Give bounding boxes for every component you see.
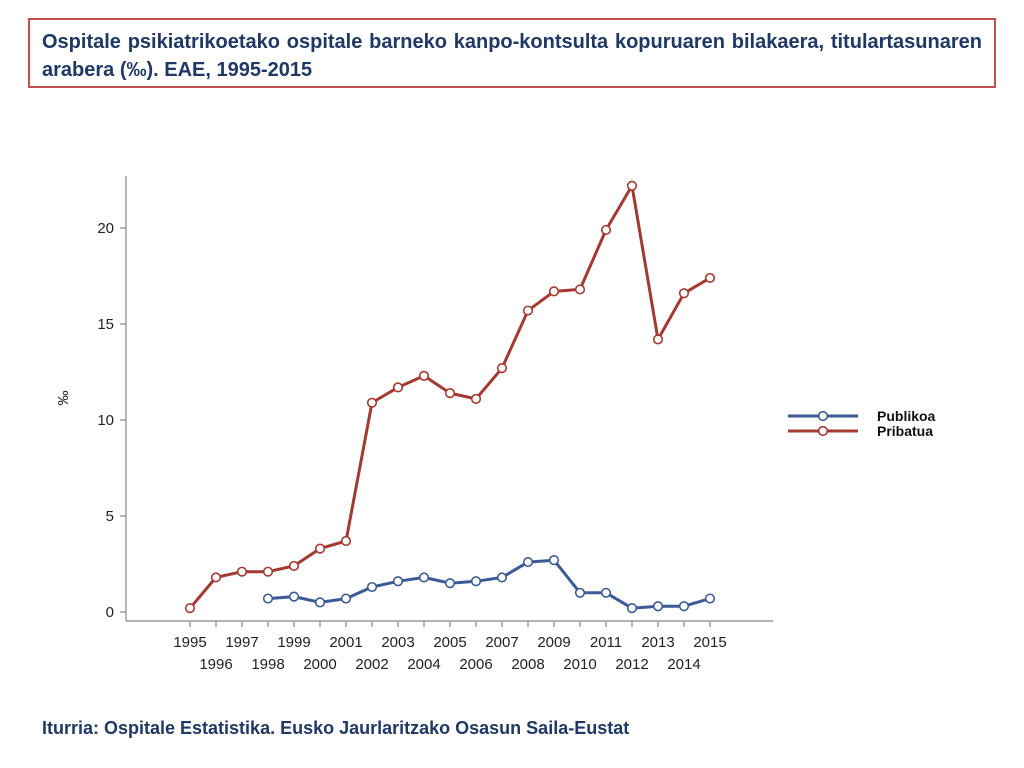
x-tick-label: 1997: [225, 634, 258, 651]
data-point: [444, 578, 456, 589]
x-tick-label: 2013: [641, 634, 674, 651]
data-point: [496, 363, 508, 374]
x-tick-label: 2014: [667, 656, 700, 673]
data-point: [574, 284, 586, 295]
y-tick-label: 5: [106, 508, 114, 525]
x-tick-label: 2002: [355, 656, 388, 673]
x-tick-label: 1999: [277, 634, 310, 651]
x-tick-label: 1996: [199, 656, 232, 673]
data-point: [184, 603, 196, 614]
data-point: [366, 397, 378, 408]
chart-series: [184, 180, 716, 614]
data-point: [704, 593, 716, 604]
y-tick-label: 10: [97, 412, 114, 429]
x-tick-label: 2003: [381, 634, 414, 651]
data-point: [340, 535, 352, 547]
x-tick-label: 2012: [615, 656, 648, 673]
chart-title-box: Ospitale psikiatrikoetako ospitale barne…: [28, 18, 996, 88]
data-point: [652, 334, 664, 345]
x-tick-label: 1998: [251, 656, 284, 673]
data-point: [444, 388, 456, 399]
data-point: [652, 601, 664, 612]
data-point: [626, 603, 638, 614]
x-tick-label: 2004: [407, 656, 440, 673]
data-point: [418, 370, 430, 381]
data-point: [366, 581, 378, 593]
data-point: [522, 556, 534, 568]
chart-title: Ospitale psikiatrikoetako ospitale barne…: [42, 31, 982, 81]
data-point: [314, 543, 326, 554]
data-point: [470, 576, 482, 587]
legend-marker: [817, 410, 829, 422]
data-point: [236, 566, 248, 577]
data-point: [678, 288, 690, 299]
legend-label: Pribatua: [877, 423, 933, 439]
data-point: [522, 305, 534, 316]
series-pribatua: [184, 180, 716, 614]
data-point: [288, 560, 300, 572]
legend-label: Publikoa: [877, 408, 936, 424]
x-tick-label: 1995: [173, 634, 206, 651]
y-tick-label: 0: [106, 604, 114, 621]
y-tick-label: 20: [97, 220, 114, 237]
data-point: [600, 224, 612, 236]
x-tick-label: 2001: [329, 634, 362, 651]
series-line: [267, 558, 711, 610]
y-tick-label: 15: [97, 316, 114, 333]
data-point: [496, 572, 508, 583]
data-point: [392, 576, 404, 587]
data-point: [210, 572, 222, 583]
y-axis-label: ‰: [55, 391, 72, 406]
x-tick-label: 2000: [303, 656, 336, 673]
x-tick-label: 2010: [563, 656, 596, 673]
data-point: [288, 591, 300, 602]
x-tick-label: 2005: [433, 634, 466, 651]
data-point: [574, 587, 586, 598]
data-point: [262, 566, 274, 577]
data-point: [340, 593, 352, 604]
data-point: [392, 382, 404, 393]
chart-axes: ‰ 0 5 10 15 20 1995 1996 1997 1998 1999 2000 2001 200…: [55, 176, 773, 673]
data-point: [704, 272, 716, 284]
data-point: [678, 601, 690, 612]
data-point: [418, 572, 430, 583]
data-point: [262, 593, 274, 604]
x-tick-label: 2008: [511, 656, 544, 673]
x-tick-label: 2011: [590, 634, 622, 651]
x-tick-label: 2007: [485, 634, 518, 651]
data-point: [548, 286, 560, 297]
data-point: [626, 180, 638, 191]
x-tick-label: 2009: [537, 634, 570, 651]
legend-marker: [817, 425, 829, 437]
source-note: Iturria: Ospitale Estatistika. Eusko Jau…: [42, 718, 630, 738]
data-point: [548, 555, 560, 566]
data-point: [600, 587, 612, 598]
data-point: [470, 393, 482, 404]
x-tick-label: 2015: [693, 634, 726, 651]
data-point: [314, 597, 326, 608]
series-publikoa: [262, 555, 716, 614]
x-tick-label: 2006: [459, 656, 492, 673]
